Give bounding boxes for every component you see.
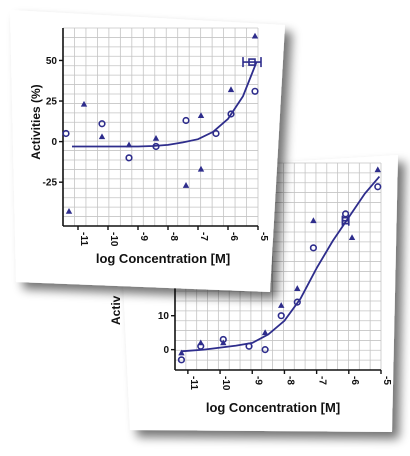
data-point-circle [62,129,70,138]
x-axis-title-1: log Concentration [M] [96,251,230,266]
data-point-triangle [197,339,204,346]
chart-card-front: Activities (%) log Concentration [M] 50 2… [10,10,285,292]
data-point-triangle [125,141,133,148]
x-tick-label: -8 [284,376,295,385]
data-point-circle [177,356,186,364]
x-tick-label: -7 [317,376,328,385]
x-tick-label: -9 [138,232,149,241]
data-point-circle [341,210,350,218]
data-point-circle [277,312,285,320]
y-tick-label: 50 [46,56,58,67]
data-point-circle [152,142,160,151]
data-point-circle [212,129,220,138]
y-tick-label: 25 [46,97,58,108]
data-point-triangle [310,217,317,224]
x-tick-label: -6 [349,376,360,385]
data-point-circle [245,342,253,350]
data-point-triangle [98,133,106,140]
card-front-bg [10,10,285,292]
data-point-triangle [182,182,190,188]
data-point-square [341,216,350,225]
data-point-circle [227,110,235,118]
data-point-circle [98,120,106,128]
data-point-triangle [220,339,227,346]
x-tick-label: -5 [381,376,392,385]
data-point-circle [309,244,318,252]
x-tick-label: -9 [252,376,263,385]
data-point-triangle [197,112,205,119]
data-point-circle [293,298,301,306]
data-point-triangle [65,207,73,214]
dose-response-chart-1: Activities (%) log Concentration [M] 50 2… [29,27,269,266]
data-point-circle [125,154,133,162]
data-point-circle [374,183,382,191]
x-tick-label: -5 [258,232,269,241]
data-point-triangle [251,32,259,39]
x-tick-label: -6 [228,232,239,241]
data-point-triangle [197,165,205,172]
data-point-triangle [348,234,356,241]
data-point-triangle [278,302,285,308]
data-point-square [248,58,256,66]
data-point-triangle [261,329,269,336]
y-tick-label: 10 [158,311,170,322]
y-axis-title-2: Activ [109,295,123,325]
grid-1 [62,27,259,227]
x-axis-title-2: log Concentration [M] [206,400,340,415]
x-tick-label: -10 [220,376,231,391]
x-tick-label: -11 [78,232,89,246]
data-point-circle [182,116,190,125]
y-tick-label: 0 [163,345,169,356]
x-tick-label: -11 [188,376,199,390]
x-tick-label: -8 [168,232,179,241]
data-point-triangle [152,134,160,141]
data-point-circle [261,346,269,354]
x-tick-label: -10 [108,232,119,247]
y-tick-label: -25 [43,178,58,189]
data-point-triangle [80,100,88,107]
y-axis-title-1: Activities (%) [29,84,43,159]
data-point-circle [251,87,259,95]
data-point-triangle [374,166,381,173]
data-point-triangle [178,349,185,356]
y-tick-label: 0 [51,137,57,148]
x-tick-label: -7 [198,232,209,241]
data-point-triangle [294,285,301,291]
data-point-triangle [227,86,235,93]
